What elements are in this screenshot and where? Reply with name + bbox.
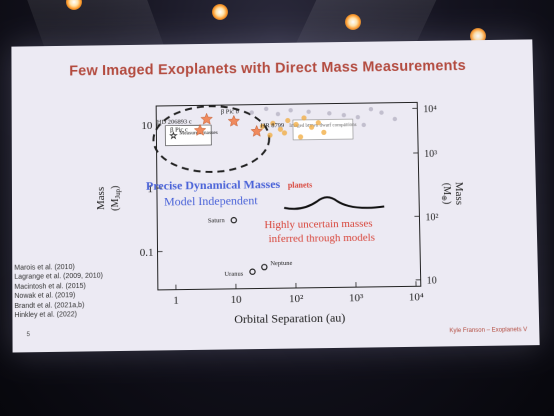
- x-tick-label: 10⁴: [409, 291, 424, 303]
- y-axis-label: Mass: [95, 187, 107, 210]
- blue-annotation-line-1: Precise Dynamical Masses: [146, 177, 281, 193]
- right-y-axis-unit: (M⊕): [440, 183, 452, 205]
- x-tick-label: 1: [173, 295, 179, 307]
- point-label: Neptune: [270, 260, 292, 267]
- brown-dwarf-point: [264, 107, 268, 111]
- x-tick-label: 10: [231, 294, 243, 306]
- uncertain-mass-point: [282, 130, 287, 135]
- point-label: β Pic c: [170, 127, 188, 134]
- curly-brace: [284, 196, 384, 209]
- brown-dwarf-point: [393, 117, 397, 121]
- brown-dwarf-point: [356, 115, 360, 119]
- y-tick-label: 10: [141, 120, 153, 132]
- point-label: β Pic b: [221, 108, 239, 115]
- reference-item: Hinkley et al. (2022): [14, 310, 103, 321]
- brown-dwarf-point: [276, 112, 280, 116]
- point-label: Uranus: [224, 271, 243, 278]
- imaged-box-label: Imaged brown dwarf companions: [289, 123, 356, 129]
- brown-dwarf-point: [379, 110, 383, 114]
- red-annotation-line-2: inferred through models: [269, 232, 376, 246]
- right-y-tick-label: 10²: [425, 212, 438, 223]
- x-tick-label: 10³: [349, 292, 364, 304]
- measured-mass-star: [201, 113, 213, 124]
- planets-annotation: planets: [288, 180, 313, 189]
- brown-dwarf-point: [288, 108, 292, 112]
- slide-credit: Kyle Franson – Exoplanets V: [449, 327, 527, 334]
- y-axis-unit: (MJup): [110, 185, 122, 210]
- solar-system-planet-point: [262, 264, 267, 269]
- point-label: Saturn: [208, 217, 226, 224]
- brown-dwarf-point: [369, 107, 373, 111]
- point-label: HD 206893 c: [157, 118, 192, 125]
- brown-dwarf-point: [342, 113, 346, 117]
- solar-system-planet-point: [250, 269, 255, 274]
- measured-mass-star: [228, 115, 239, 126]
- references-list: Marois et al. (2010) Lagrange et al. (200…: [14, 263, 103, 321]
- page-number: 5: [27, 332, 30, 338]
- brown-dwarf-point: [362, 123, 366, 127]
- brown-dwarf-point: [306, 110, 310, 114]
- right-y-tick-label: 10: [427, 276, 437, 287]
- right-y-tick-label: 10³: [424, 149, 437, 160]
- uncertain-mass-point: [285, 118, 290, 123]
- brown-dwarf-point: [327, 111, 331, 115]
- right-y-tick-label: 10⁴: [423, 104, 437, 115]
- y-tick-label: 0.1: [140, 247, 154, 259]
- solar-system-planet-point: [231, 218, 236, 223]
- right-y-axis-label: Mass: [453, 182, 466, 205]
- x-axis-label: Orbital Separation (au): [234, 310, 345, 326]
- stage-light: [345, 14, 361, 30]
- blue-annotation-line-2: Model Independent: [164, 193, 258, 208]
- red-annotation-line-1: Highly uncertain masses: [264, 218, 372, 232]
- projected-slide: Few Imaged Exoplanets with Direct Mass M…: [11, 39, 539, 352]
- x-tick-label: 10²: [289, 293, 304, 305]
- point-label: HR 8799: [261, 122, 285, 129]
- stage-light: [212, 4, 228, 20]
- reference-item: Lagrange et al. (2009, 2010): [14, 272, 103, 283]
